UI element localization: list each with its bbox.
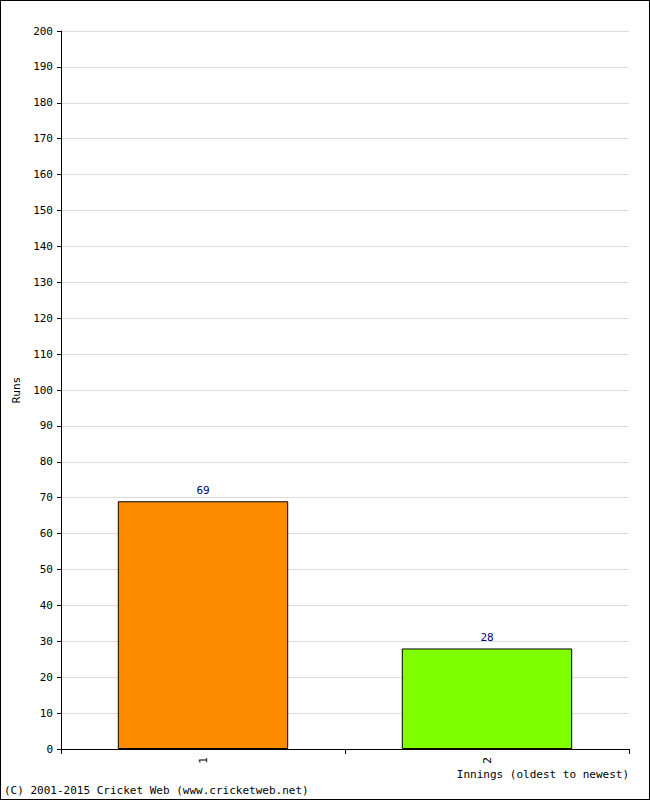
svg-text:70: 70	[40, 491, 53, 504]
svg-text:28: 28	[480, 631, 493, 644]
svg-text:0: 0	[46, 743, 53, 756]
svg-text:60: 60	[40, 527, 53, 540]
svg-text:20: 20	[40, 671, 53, 684]
svg-text:(C) 2001-2015 Cricket Web (www: (C) 2001-2015 Cricket Web (www.cricketwe…	[4, 784, 309, 797]
svg-text:69: 69	[196, 484, 209, 497]
svg-text:140: 140	[33, 240, 53, 253]
svg-text:90: 90	[40, 419, 53, 432]
svg-text:Runs: Runs	[10, 377, 23, 404]
svg-text:40: 40	[40, 599, 53, 612]
svg-text:30: 30	[40, 635, 53, 648]
svg-text:180: 180	[33, 96, 53, 109]
svg-text:100: 100	[33, 384, 53, 397]
svg-text:Innings (oldest to newest): Innings (oldest to newest)	[457, 768, 629, 781]
svg-text:10: 10	[40, 707, 53, 720]
svg-text:190: 190	[33, 60, 53, 73]
svg-text:170: 170	[33, 132, 53, 145]
svg-text:50: 50	[40, 563, 53, 576]
svg-text:2: 2	[481, 757, 494, 764]
svg-text:120: 120	[33, 312, 53, 325]
svg-text:1: 1	[197, 757, 210, 764]
svg-text:150: 150	[33, 204, 53, 217]
svg-text:200: 200	[33, 25, 53, 38]
svg-text:130: 130	[33, 276, 53, 289]
svg-text:80: 80	[40, 455, 53, 468]
svg-text:110: 110	[33, 348, 53, 361]
svg-text:160: 160	[33, 168, 53, 181]
